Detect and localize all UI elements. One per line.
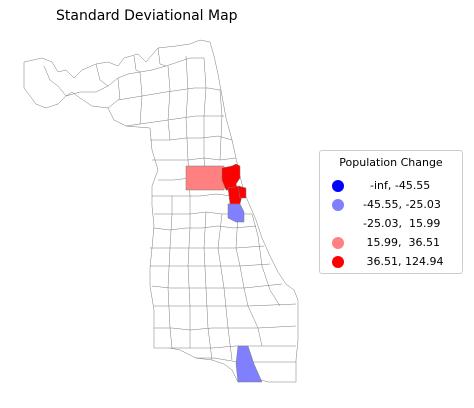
legend-swatch	[332, 218, 344, 230]
legend-entry: -25.03, 15.99	[332, 216, 462, 232]
legend-swatch	[332, 180, 344, 192]
legend-swatch	[332, 256, 344, 268]
area-red-1	[221, 163, 241, 191]
legend-entry: -inf, -45.55	[332, 178, 462, 194]
legend-swatch	[332, 199, 344, 211]
legend-label: 36.51, 124.94	[356, 255, 444, 268]
legend-label: -25.03, 15.99	[356, 217, 441, 230]
area-light-blue-2	[235, 345, 263, 383]
legend-swatch	[332, 237, 344, 249]
legend-entry: 36.51, 124.94	[332, 254, 462, 270]
area-red-3	[237, 185, 247, 199]
legend-label: 15.99, 36.51	[356, 236, 440, 249]
map-title: Standard Deviational Map	[56, 8, 238, 24]
legend-entry: -45.55, -25.03	[332, 197, 462, 213]
classified-areas	[185, 163, 263, 383]
legend-entry: 15.99, 36.51	[332, 235, 462, 251]
area-boundaries	[43, 47, 297, 363]
area-light-blue-1	[227, 203, 245, 223]
legend-title: Population Change	[339, 156, 443, 169]
community-areas	[23, 39, 299, 383]
legend-label: -inf, -45.55	[356, 179, 431, 192]
legend: Population Change -inf, -45.55 -45.55, -…	[319, 150, 463, 274]
legend-label: -45.55, -25.03	[356, 198, 441, 211]
area-light-red	[185, 165, 227, 191]
city-boundary	[23, 39, 299, 383]
